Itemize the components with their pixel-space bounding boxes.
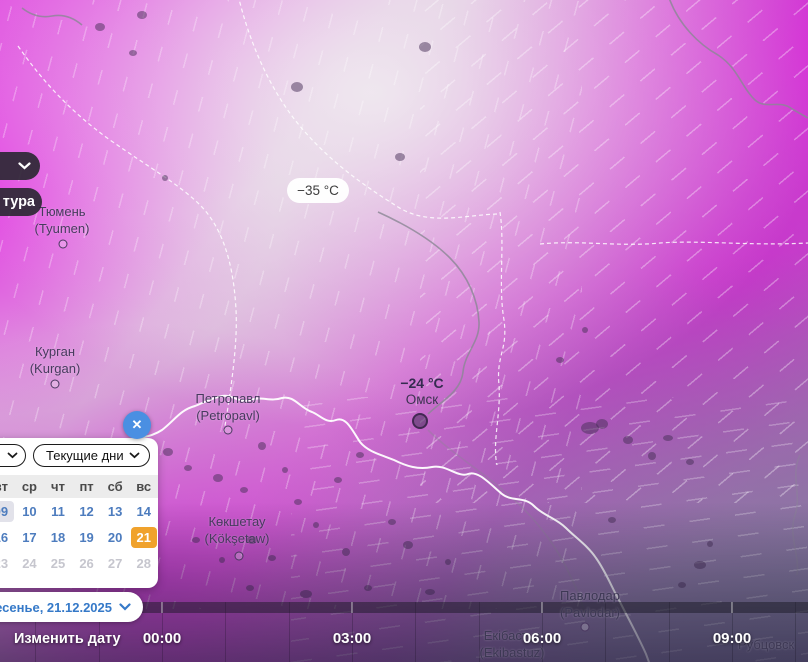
calendar-day[interactable]: 14 — [136, 503, 151, 519]
city-label-kurgan: Курган (Kurgan) — [29, 344, 81, 376]
calendar-week-row: 09 10 11 12 13 14 — [0, 498, 158, 524]
timeline-time-label[interactable]: 03:00 — [332, 630, 372, 647]
calendar-day-disabled: 24 — [22, 555, 37, 571]
calendar-close-button[interactable]: ✕ — [123, 411, 151, 439]
petropavl-marker — [223, 425, 233, 435]
pavlodar-marker — [580, 622, 590, 632]
weekday-header-row: вт ср чт пт сб вс — [0, 475, 158, 498]
calendar-day-selected[interactable]: 21 — [129, 524, 158, 550]
layer-selector-button[interactable] — [0, 152, 40, 180]
current-date-button[interactable]: Воскресенье, 21.12.2025 — [0, 592, 143, 622]
kokshetau-marker — [234, 551, 244, 561]
timeline-tick-3h — [731, 602, 733, 613]
change-date-button[interactable]: Изменить дату — [14, 631, 121, 647]
mode-select-value: Текущие дни — [46, 448, 124, 463]
timeline-time-label[interactable]: 06:00 — [522, 630, 562, 647]
month-select[interactable]: 5 — [0, 444, 26, 467]
tyumen-marker — [58, 239, 68, 249]
omsk-marker — [412, 413, 428, 429]
calendar-day[interactable]: 13 — [107, 503, 123, 519]
mode-select[interactable]: Текущие дни — [33, 444, 150, 467]
calendar-day[interactable]: 12 — [79, 503, 94, 519]
city-label-pavlodar: Павлодар (Pavlodar) — [560, 588, 620, 620]
calendar-day-disabled: 28 — [136, 555, 151, 571]
timeline-tick-3h — [161, 602, 163, 613]
calendar-day-disabled: 27 — [107, 555, 123, 571]
calendar-day[interactable]: 19 — [79, 529, 94, 545]
chevron-down-icon — [129, 452, 140, 459]
chevron-down-icon — [18, 162, 31, 170]
layer-name-label: тура — [2, 194, 35, 210]
calendar-day[interactable]: 16 — [0, 529, 9, 545]
calendar-day[interactable]: 20 — [107, 529, 123, 545]
calendar-day[interactable]: 11 — [51, 503, 65, 519]
calendar-day[interactable]: 10 — [22, 503, 37, 519]
city-label-omsk: Омск — [405, 392, 439, 407]
calendar-day-disabled: 26 — [79, 555, 94, 571]
calendar-day-disabled: 25 — [50, 555, 66, 571]
calendar-week-row: 16 17 18 19 20 21 — [0, 524, 158, 550]
close-icon: ✕ — [131, 417, 143, 432]
timeline-tick-3h — [351, 602, 353, 613]
omsk-temperature-label: −24 °C — [400, 375, 444, 391]
calendar-day-disabled: 23 — [0, 555, 9, 571]
current-date-label: Воскресенье, 21.12.2025 — [0, 599, 112, 615]
calendar-day[interactable]: 09 — [0, 498, 15, 524]
lakes — [95, 11, 713, 598]
timeline-time-label[interactable]: 09:00 — [712, 630, 752, 647]
timeline-tick-3h — [541, 602, 543, 613]
layer-name-button[interactable]: тура — [0, 188, 42, 216]
timeline-time-label[interactable]: 00:00 — [142, 630, 182, 647]
chevron-down-icon — [7, 452, 18, 459]
calendar-week-row: 23 24 25 26 27 28 — [0, 550, 158, 576]
chevron-down-icon — [119, 603, 131, 611]
calendar-day[interactable]: 17 — [22, 529, 37, 545]
city-label-kokshetau: Көкшетау (Kökşetaw) — [204, 514, 270, 546]
city-label-tyumen: Тюмень (Tyumen) — [34, 204, 90, 236]
temp-label-pill: −35 °C — [287, 178, 349, 203]
calendar-day[interactable]: 18 — [50, 529, 66, 545]
omsk-label-group: −24 °C Омск — [400, 375, 443, 408]
city-label-petropavl: Петропавл (Petropavl) — [195, 391, 261, 423]
kurgan-marker — [50, 379, 60, 389]
calendar-popup: 5 Текущие дни вт ср чт пт сб вс 09 — [0, 438, 158, 588]
